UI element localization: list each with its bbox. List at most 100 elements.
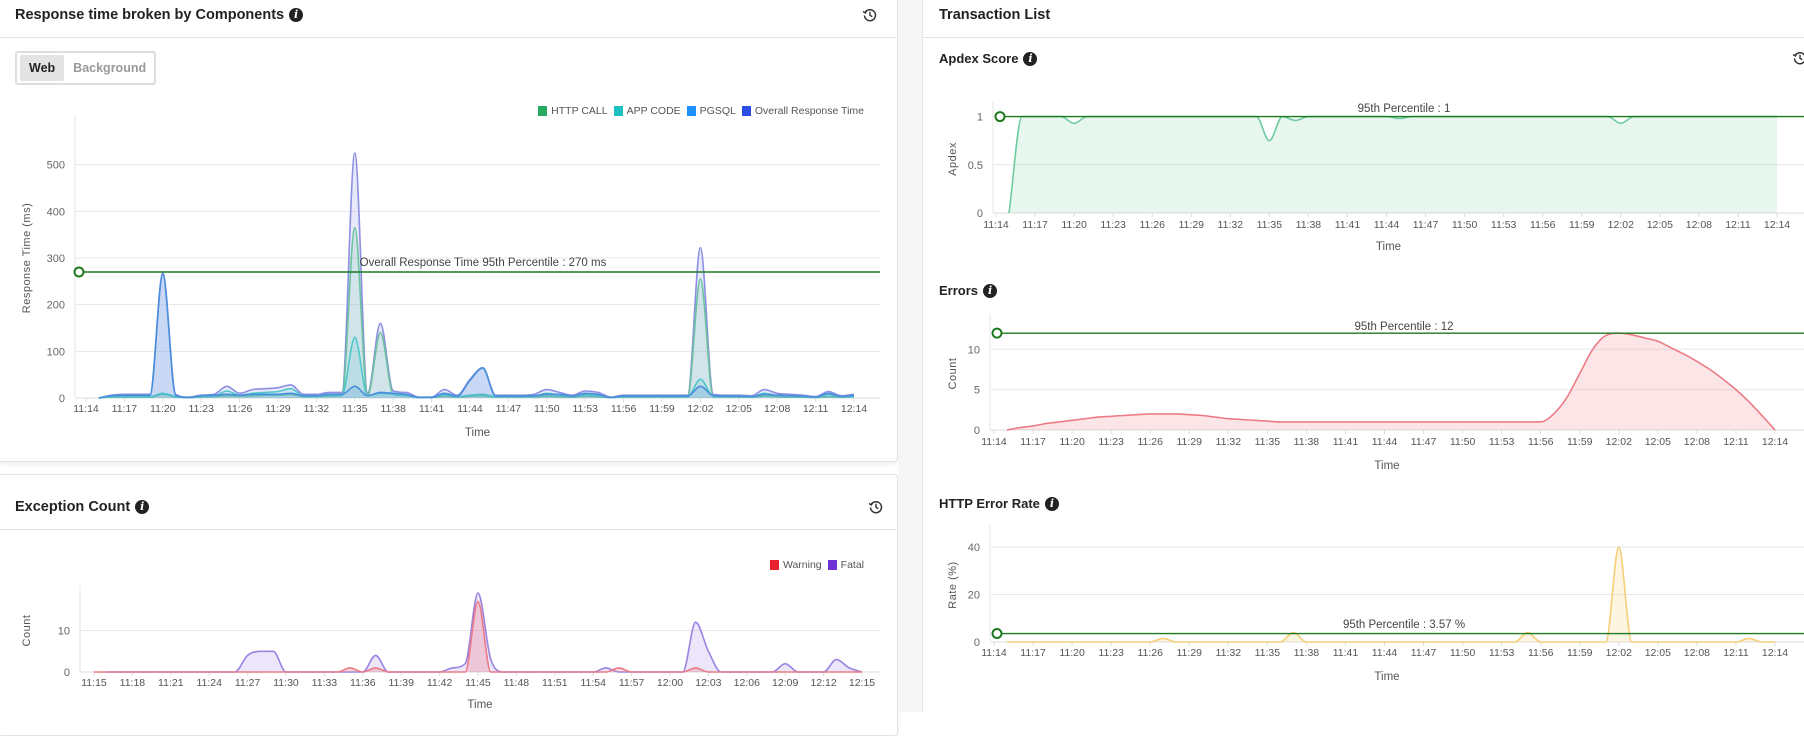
- y-tick-label: 40: [968, 542, 980, 554]
- y-tick-label: 0: [64, 667, 70, 679]
- x-tick-label: 11:29: [1177, 647, 1203, 659]
- info-icon[interactable]: i: [289, 8, 304, 22]
- exception-chart: 0 10 11:15 11:18 11:21 11:24 11:27 11:30 11:33 11…: [21, 586, 880, 711]
- x-tick-label: 11:17: [1020, 647, 1046, 659]
- response-legend: HTTP CALL APP CODE PGSQL Overall Response T…: [538, 105, 864, 117]
- x-tick-label: 11:33: [312, 677, 338, 689]
- legend-item[interactable]: APP CODE: [613, 105, 681, 117]
- legend-label: Fatal: [840, 559, 864, 571]
- x-tick-label: 11:59: [1567, 647, 1593, 659]
- apdex-chart: 0 0.5 1 11:14 11:17 11:20 11:23 11:26 11:29 11:32…: [947, 102, 1804, 253]
- x-tick-label: 12:08: [1684, 647, 1710, 659]
- x-tick-label: 12:02: [1606, 436, 1632, 448]
- exception-legend: Warning Fatal: [769, 559, 864, 571]
- web-background-toggle: Web Background: [15, 51, 156, 85]
- http-error-rate-title: HTTP Error Rate i: [939, 496, 1059, 511]
- x-tick-label: 11:26: [1137, 436, 1163, 448]
- x-tick-label: 11:38: [1294, 436, 1320, 448]
- x-tick-label: 11:53: [572, 403, 598, 415]
- panel-gap: [898, 0, 922, 712]
- series-line-http-error-rate: [1007, 546, 1775, 643]
- x-tick-label: 11:14: [73, 403, 99, 415]
- history-icon[interactable]: [868, 499, 884, 515]
- series-area-http-error-rate: [1007, 547, 1775, 642]
- x-tick-label: 11:44: [1374, 219, 1400, 231]
- response-chart: 0 100 200 300 400 500 11:14 11:17 11:20 11:23 11:2…: [21, 115, 880, 439]
- percentile-marker[interactable]: [991, 628, 1003, 640]
- percentile-marker[interactable]: [991, 327, 1003, 339]
- y-tick-label: 200: [47, 300, 65, 312]
- x-tick-label: 12:11: [1723, 647, 1749, 659]
- x-tick-label: 11:29: [1177, 436, 1203, 448]
- x-tick-label: 12:11: [1725, 219, 1751, 231]
- toggle-web[interactable]: Web: [20, 55, 65, 81]
- x-tick-label: 11:54: [580, 677, 606, 689]
- y-tick-label: 0: [974, 425, 980, 437]
- legend-item[interactable]: Overall Response Time: [741, 105, 864, 117]
- legend-swatch: [686, 106, 696, 116]
- percentile-label: 95th Percentile : 3.57 %: [1343, 619, 1465, 631]
- x-tick-label: 12:08: [764, 403, 790, 415]
- x-tick-label: 11:38: [1294, 647, 1320, 659]
- legend-swatch: [827, 560, 837, 570]
- legend-item[interactable]: Fatal: [827, 559, 864, 571]
- series-area-warning: [94, 601, 862, 672]
- x-tick-label: 11:27: [235, 677, 261, 689]
- errors-title: Errors i: [939, 283, 998, 298]
- percentile-marker[interactable]: [73, 266, 85, 278]
- y-tick-label: 0: [977, 208, 983, 220]
- transaction-list-title: Transaction List: [939, 7, 1051, 23]
- x-tick-label: 12:05: [1647, 219, 1673, 231]
- legend-label: APP CODE: [626, 105, 681, 117]
- y-axis-title: Apdex: [947, 142, 959, 176]
- response-header-divider: [0, 37, 896, 38]
- x-tick-label: 11:26: [1139, 219, 1165, 231]
- legend-label: HTTP CALL: [551, 105, 608, 117]
- x-tick-label: 11:59: [1569, 219, 1595, 231]
- legend-item[interactable]: Warning: [769, 559, 822, 571]
- x-tick-label: 11:39: [388, 677, 414, 689]
- x-tick-label: 11:18: [120, 677, 146, 689]
- info-icon[interactable]: i: [1023, 51, 1038, 66]
- x-tick-label: 11:47: [1413, 219, 1439, 231]
- percentile-marker[interactable]: [994, 111, 1006, 123]
- x-tick-label: 12:14: [1762, 647, 1788, 659]
- info-icon[interactable]: i: [135, 500, 150, 514]
- x-tick-label: 11:23: [1100, 219, 1126, 231]
- y-tick-label: 20: [968, 590, 980, 602]
- legend-swatch: [613, 106, 623, 116]
- legend-item[interactable]: PGSQL: [686, 105, 736, 117]
- x-tick-label: 11:15: [81, 677, 107, 689]
- legend-item[interactable]: HTTP CALL: [538, 105, 608, 117]
- info-icon[interactable]: i: [983, 283, 998, 298]
- transaction-list-panel: [922, 0, 1804, 712]
- x-tick-label: 11:32: [1216, 647, 1242, 659]
- history-icon[interactable]: [862, 7, 878, 23]
- legend-swatch: [741, 106, 751, 116]
- x-tick-label: 11:17: [1022, 219, 1048, 231]
- x-tick-label: 11:14: [981, 436, 1007, 448]
- history-icon[interactable]: [1792, 50, 1804, 66]
- y-axis-title: Rate (%): [947, 561, 959, 608]
- x-tick-label: 12:15: [849, 677, 875, 689]
- x-tick-label: 11:41: [1335, 219, 1361, 231]
- percentile-label: Overall Response Time 95th Percentile : …: [360, 257, 607, 269]
- x-tick-label: 11:50: [1450, 647, 1476, 659]
- x-tick-label: 11:53: [1489, 436, 1515, 448]
- info-icon[interactable]: i: [1044, 496, 1059, 511]
- toggle-background[interactable]: Background: [73, 61, 147, 75]
- x-tick-label: 11:23: [1098, 436, 1124, 448]
- x-tick-label: 12:11: [803, 403, 829, 415]
- errors-title-text: Errors: [939, 283, 979, 298]
- x-tick-label: 12:14: [1762, 436, 1788, 448]
- x-tick-label: 11:44: [1372, 436, 1398, 448]
- legend-swatch: [769, 560, 779, 570]
- transaction-header-divider: [923, 37, 1804, 38]
- response-time-title-text: Response time broken by Components: [15, 7, 285, 23]
- x-tick-label: 11:32: [1216, 436, 1242, 448]
- x-tick-label: 12:08: [1684, 436, 1710, 448]
- series-line-errors: [1006, 332, 1776, 431]
- x-tick-label: 11:14: [983, 219, 1009, 231]
- x-tick-label: 11:26: [1137, 647, 1163, 659]
- x-axis-title: Time: [467, 699, 492, 711]
